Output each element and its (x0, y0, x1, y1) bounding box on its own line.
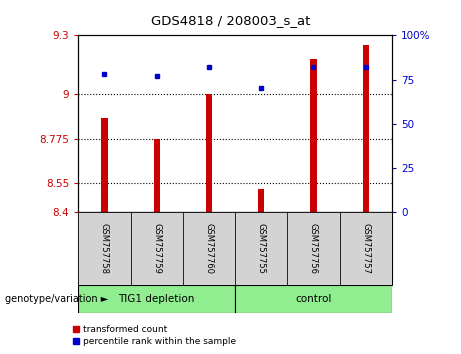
Bar (340, 212, 392, 285)
Bar (78, 285, 235, 313)
Bar (258, 189, 264, 212)
Text: GSM757756: GSM757756 (309, 223, 318, 274)
Text: TIG1 depletion: TIG1 depletion (118, 294, 195, 304)
Bar (235, 212, 287, 285)
Bar (287, 212, 340, 285)
Text: GSM757758: GSM757758 (100, 223, 109, 274)
Bar (78, 212, 130, 285)
Bar (101, 118, 107, 212)
Bar (206, 95, 212, 212)
Bar (154, 139, 160, 212)
Bar (130, 212, 183, 285)
Text: GSM757755: GSM757755 (257, 223, 266, 274)
Legend: transformed count, percentile rank within the sample: transformed count, percentile rank withi… (69, 321, 240, 349)
Text: control: control (296, 294, 331, 304)
Bar (235, 285, 392, 313)
Text: genotype/variation ►: genotype/variation ► (5, 294, 108, 304)
Text: GSM757760: GSM757760 (205, 223, 213, 274)
Text: GSM757759: GSM757759 (152, 223, 161, 274)
Bar (363, 45, 369, 212)
Bar (183, 212, 235, 285)
Bar (310, 59, 317, 212)
Text: GSM757757: GSM757757 (361, 223, 370, 274)
Text: GDS4818 / 208003_s_at: GDS4818 / 208003_s_at (151, 14, 310, 27)
